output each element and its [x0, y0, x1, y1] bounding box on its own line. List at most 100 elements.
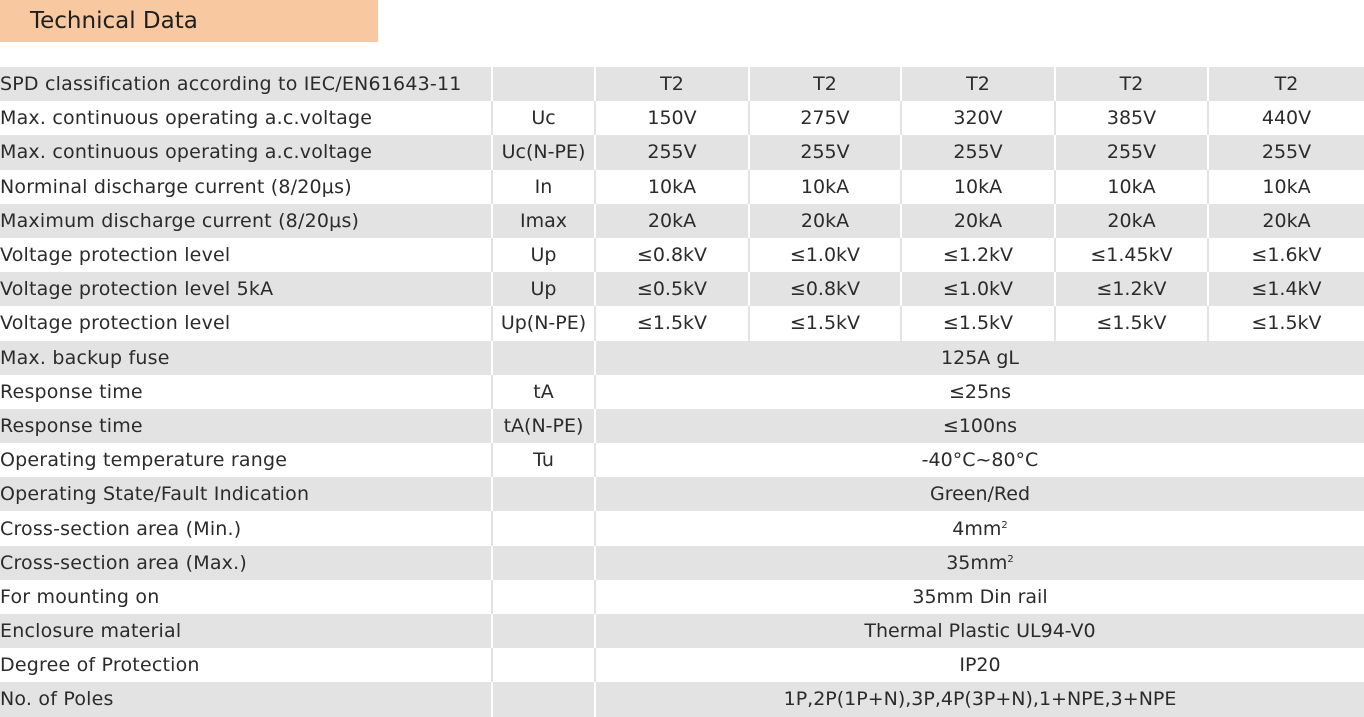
symbol-cell — [493, 682, 596, 717]
param-cell: Operating temperature range — [0, 443, 493, 478]
superscript: 2 — [1007, 553, 1014, 565]
symbol-cell: In — [493, 169, 596, 204]
value-cell: ≤1.5kV — [1056, 306, 1209, 341]
symbol-cell — [493, 477, 596, 512]
table-row: Degree of Protection IP20 — [0, 648, 1364, 683]
merged-value-cell: 4mm2 — [596, 511, 1364, 546]
table-row: Response time tA ≤25ns — [0, 374, 1364, 409]
symbol-cell — [493, 648, 596, 683]
param-cell: Voltage protection level — [0, 306, 493, 341]
value-cell: T2 — [902, 67, 1056, 102]
merged-value-cell: IP20 — [596, 648, 1364, 683]
merged-value-cell: Green/Red — [596, 477, 1364, 512]
value-cell: 20kA — [596, 203, 750, 238]
value-cell: T2 — [596, 67, 750, 102]
merged-value-cell: 125A gL — [596, 340, 1364, 375]
param-cell: Response time — [0, 374, 493, 409]
table-row: Cross-section area (Max.) 35mm2 — [0, 545, 1364, 580]
section-title: Technical Data — [30, 8, 198, 34]
value-cell: 255V — [902, 135, 1056, 170]
value-cell: ≤1.5kV — [1209, 306, 1364, 341]
symbol-cell — [493, 511, 596, 546]
value-text: 4mm — [952, 517, 1002, 540]
table-row: Operating temperature range Tu -40°C~80°… — [0, 443, 1364, 478]
value-cell: 255V — [1209, 135, 1364, 170]
table-row: Max. continuous operating a.c.voltage Uc… — [0, 135, 1364, 170]
value-cell: 20kA — [1056, 203, 1209, 238]
merged-value-cell: 35mm2 — [596, 545, 1364, 580]
value-cell: ≤1.5kV — [750, 306, 902, 341]
param-cell: Max. continuous operating a.c.voltage — [0, 135, 493, 170]
value-cell: T2 — [1056, 67, 1209, 102]
superscript: 2 — [1001, 519, 1008, 531]
symbol-cell: tA(N-PE) — [493, 408, 596, 444]
value-cell: 275V — [750, 101, 902, 136]
table-row: No. of Poles 1P,2P(1P+N),3P,4P(3P+N),1+N… — [0, 682, 1364, 717]
table-row: Voltage protection level Up(N-PE) ≤1.5kV… — [0, 306, 1364, 341]
value-cell: ≤1.5kV — [902, 306, 1056, 341]
table-row: Max. continuous operating a.c.voltage Uc… — [0, 101, 1364, 136]
table-row: Enclosure material Thermal Plastic UL94-… — [0, 614, 1364, 649]
value-cell: 10kA — [596, 169, 750, 204]
value-cell: 255V — [596, 135, 750, 170]
table-row: For mounting on 35mm Din rail — [0, 579, 1364, 614]
value-cell: 255V — [750, 135, 902, 170]
merged-value-cell: Thermal Plastic UL94-V0 — [596, 614, 1364, 649]
param-cell: Cross-section area (Max.) — [0, 545, 493, 580]
param-cell: Degree of Protection — [0, 648, 493, 683]
table-row: Voltage protection level 5kA Up ≤0.5kV ≤… — [0, 272, 1364, 307]
param-cell: Operating State/Fault Indication — [0, 477, 493, 512]
value-cell: ≤1.6kV — [1209, 237, 1364, 273]
param-cell: No. of Poles — [0, 682, 493, 717]
param-cell: Norminal discharge current (8/20μs) — [0, 169, 493, 204]
value-cell: ≤0.5kV — [596, 272, 750, 307]
value-cell: 385V — [1056, 101, 1209, 136]
symbol-cell: Up — [493, 237, 596, 273]
param-cell: For mounting on — [0, 579, 493, 614]
symbol-cell: Up(N-PE) — [493, 306, 596, 341]
param-cell: Enclosure material — [0, 614, 493, 649]
table-row: Voltage protection level Up ≤0.8kV ≤1.0k… — [0, 237, 1364, 273]
symbol-cell: Up — [493, 272, 596, 307]
symbol-cell: Uc(N-PE) — [493, 135, 596, 170]
value-text: 35mm — [946, 551, 1008, 574]
table-row: Response time tA(N-PE) ≤100ns — [0, 408, 1364, 444]
value-cell: T2 — [750, 67, 902, 102]
value-cell: 10kA — [1209, 169, 1364, 204]
value-cell: ≤1.2kV — [902, 237, 1056, 273]
param-cell: Maximum discharge current (8/20μs) — [0, 203, 493, 238]
value-cell: ≤1.45kV — [1056, 237, 1209, 273]
value-cell: ≤1.2kV — [1056, 272, 1209, 307]
value-cell: ≤0.8kV — [596, 237, 750, 273]
section-header: Technical Data — [0, 0, 378, 42]
param-cell: Max. backup fuse — [0, 340, 493, 375]
table-row: Max. backup fuse 125A gL — [0, 340, 1364, 375]
param-cell: Voltage protection level 5kA — [0, 272, 493, 307]
value-cell: ≤1.0kV — [750, 237, 902, 273]
value-cell: ≤0.8kV — [750, 272, 902, 307]
value-cell: 10kA — [750, 169, 902, 204]
value-cell: 150V — [596, 101, 750, 136]
value-cell: 10kA — [1056, 169, 1209, 204]
param-cell: Cross-section area (Min.) — [0, 511, 493, 546]
symbol-cell: Tu — [493, 443, 596, 478]
symbol-cell — [493, 340, 596, 375]
merged-value-cell: ≤25ns — [596, 374, 1364, 409]
technical-data-table: SPD classification according to IEC/EN61… — [0, 67, 1364, 717]
symbol-cell — [493, 614, 596, 649]
value-cell: 20kA — [750, 203, 902, 238]
table-row: Norminal discharge current (8/20μs) In 1… — [0, 169, 1364, 204]
merged-value-cell: 1P,2P(1P+N),3P,4P(3P+N),1+NPE,3+NPE — [596, 682, 1364, 717]
value-cell: ≤1.0kV — [902, 272, 1056, 307]
value-cell: ≤1.5kV — [596, 306, 750, 341]
merged-value-cell: ≤100ns — [596, 408, 1364, 444]
value-cell: 10kA — [902, 169, 1056, 204]
param-cell: Max. continuous operating a.c.voltage — [0, 101, 493, 136]
value-cell: T2 — [1209, 67, 1364, 102]
symbol-cell: tA — [493, 374, 596, 409]
merged-value-cell: -40°C~80°C — [596, 443, 1364, 478]
symbol-cell: Imax — [493, 203, 596, 238]
table-row: Maximum discharge current (8/20μs) Imax … — [0, 203, 1364, 238]
symbol-cell — [493, 579, 596, 614]
symbol-cell — [493, 67, 596, 102]
